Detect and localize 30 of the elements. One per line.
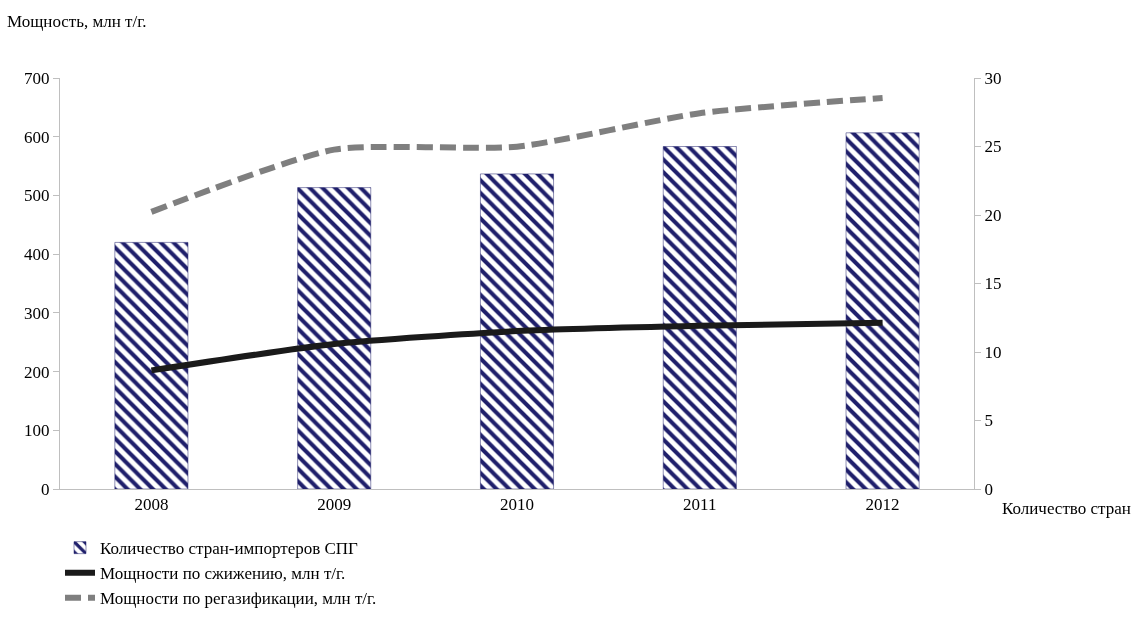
y-tick-label: 0 (41, 479, 50, 499)
y-tick-label: 400 (24, 245, 50, 265)
legend-label: Мощности по сжижению, млн т/г. (100, 564, 346, 584)
x-tick-label: 2011 (683, 495, 717, 515)
text: Количество стран-импортеров СПГ (100, 539, 359, 559)
x-tick-label: 2010 (500, 495, 534, 515)
x-tick-label: 2012 (865, 495, 900, 515)
y2-tick-label: 25 (984, 137, 1002, 157)
y-tick-label: 700 (24, 68, 50, 88)
y-tick-label: 600 (24, 127, 50, 147)
y-tick-label: 300 (24, 303, 50, 323)
y2-axis-title: Количество стран (1002, 499, 1131, 518)
y-tick-label: 200 (24, 362, 50, 382)
legend-label: Мощности по регазификации, млн т/г. (100, 589, 377, 609)
bar (297, 187, 372, 489)
y-tick-label: 100 (24, 421, 50, 441)
bar (480, 173, 554, 489)
bar (845, 132, 920, 489)
y2-tick-label: 5 (984, 411, 993, 431)
y2-tick-label: 15 (984, 274, 1002, 294)
x-tick-label: 2009 (317, 495, 352, 515)
y-tick-label: 500 (24, 186, 50, 206)
bar (114, 242, 189, 489)
x-tick-label: 2008 (134, 495, 169, 515)
y-axis-title: Мощность, млн т/г. (7, 12, 147, 31)
y2-tick-label: 0 (984, 479, 993, 499)
y2-tick-label: 20 (984, 205, 1002, 225)
y2-tick-label: 10 (984, 342, 1002, 362)
bar (662, 146, 737, 489)
y2-tick-label: 30 (984, 68, 1002, 88)
